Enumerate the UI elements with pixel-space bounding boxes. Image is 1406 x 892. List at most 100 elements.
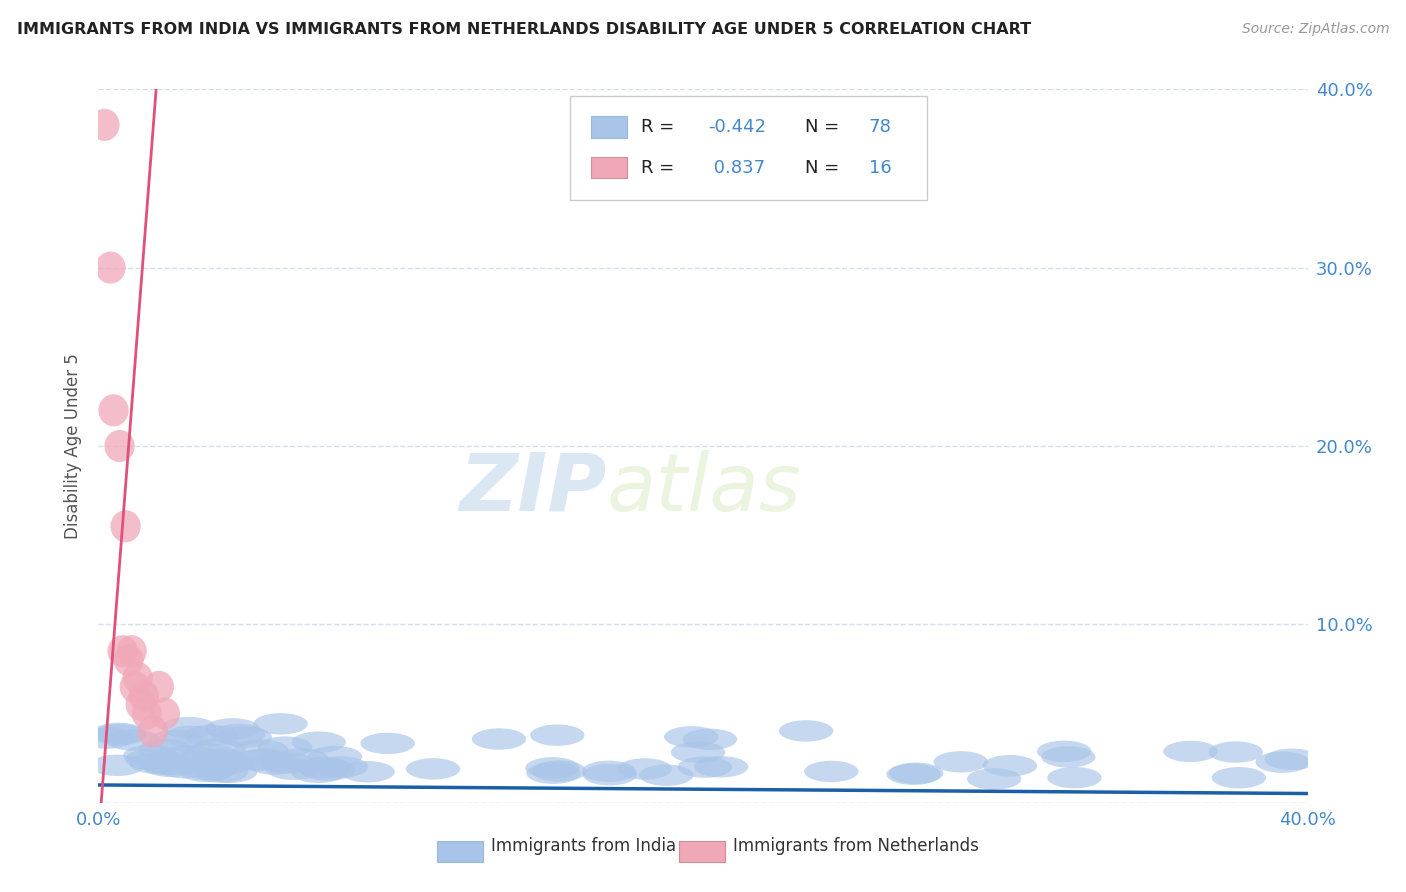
Ellipse shape <box>107 635 138 667</box>
Ellipse shape <box>233 739 288 761</box>
Ellipse shape <box>526 763 581 784</box>
Ellipse shape <box>695 756 748 778</box>
Ellipse shape <box>472 729 526 750</box>
Ellipse shape <box>184 724 238 746</box>
Ellipse shape <box>1264 748 1319 770</box>
Ellipse shape <box>291 762 346 783</box>
Text: ZIP: ZIP <box>458 450 606 528</box>
FancyBboxPatch shape <box>569 96 927 200</box>
Ellipse shape <box>138 739 193 760</box>
Ellipse shape <box>886 764 941 785</box>
Ellipse shape <box>804 761 859 782</box>
Text: 16: 16 <box>869 159 891 177</box>
Ellipse shape <box>640 764 693 786</box>
Ellipse shape <box>617 758 672 780</box>
Text: 78: 78 <box>869 118 891 136</box>
Ellipse shape <box>301 759 356 780</box>
Ellipse shape <box>983 755 1038 776</box>
Ellipse shape <box>406 758 460 780</box>
Ellipse shape <box>202 762 257 783</box>
Ellipse shape <box>231 749 285 771</box>
Text: N =: N = <box>804 159 839 177</box>
Ellipse shape <box>104 430 135 462</box>
Ellipse shape <box>125 689 156 721</box>
Ellipse shape <box>360 732 415 754</box>
Ellipse shape <box>967 768 1021 789</box>
Ellipse shape <box>1047 767 1102 789</box>
Ellipse shape <box>93 724 146 746</box>
Ellipse shape <box>236 748 291 770</box>
Ellipse shape <box>582 761 636 782</box>
Ellipse shape <box>297 756 352 778</box>
FancyBboxPatch shape <box>679 840 724 862</box>
Ellipse shape <box>200 753 253 774</box>
Ellipse shape <box>266 758 321 780</box>
Ellipse shape <box>533 760 586 781</box>
Ellipse shape <box>120 671 150 703</box>
Ellipse shape <box>105 730 160 751</box>
Ellipse shape <box>314 756 368 778</box>
FancyBboxPatch shape <box>591 157 627 178</box>
Ellipse shape <box>530 724 585 746</box>
Ellipse shape <box>91 723 146 744</box>
Ellipse shape <box>188 750 243 772</box>
Ellipse shape <box>132 698 162 730</box>
Ellipse shape <box>1036 740 1091 762</box>
Ellipse shape <box>125 748 180 770</box>
Ellipse shape <box>162 717 217 739</box>
Ellipse shape <box>247 754 301 775</box>
Ellipse shape <box>138 715 167 747</box>
Ellipse shape <box>671 741 725 763</box>
Ellipse shape <box>678 756 733 778</box>
Text: R =: R = <box>641 118 675 136</box>
FancyBboxPatch shape <box>437 840 482 862</box>
Ellipse shape <box>194 762 249 783</box>
FancyBboxPatch shape <box>591 116 627 137</box>
Y-axis label: Disability Age Under 5: Disability Age Under 5 <box>65 353 83 539</box>
Ellipse shape <box>143 756 197 777</box>
Ellipse shape <box>114 644 143 676</box>
Ellipse shape <box>1040 747 1095 768</box>
Ellipse shape <box>149 730 204 751</box>
Ellipse shape <box>934 751 988 772</box>
Ellipse shape <box>141 754 194 775</box>
Ellipse shape <box>179 761 233 782</box>
Ellipse shape <box>274 748 329 770</box>
Ellipse shape <box>1209 741 1263 763</box>
Ellipse shape <box>143 671 174 703</box>
Ellipse shape <box>291 731 346 753</box>
Text: Source: ZipAtlas.com: Source: ZipAtlas.com <box>1241 22 1389 37</box>
Ellipse shape <box>117 635 146 667</box>
Ellipse shape <box>1212 767 1265 789</box>
Ellipse shape <box>779 720 834 741</box>
Ellipse shape <box>80 727 135 748</box>
Text: N =: N = <box>804 118 839 136</box>
Ellipse shape <box>308 746 363 767</box>
Ellipse shape <box>166 750 219 772</box>
Text: IMMIGRANTS FROM INDIA VS IMMIGRANTS FROM NETHERLANDS DISABILITY AGE UNDER 5 CORR: IMMIGRANTS FROM INDIA VS IMMIGRANTS FROM… <box>17 22 1031 37</box>
Ellipse shape <box>183 758 236 780</box>
Ellipse shape <box>183 743 236 764</box>
Ellipse shape <box>111 510 141 542</box>
Ellipse shape <box>664 726 718 747</box>
Ellipse shape <box>163 726 218 747</box>
Text: atlas: atlas <box>606 450 801 528</box>
Text: Immigrants from India: Immigrants from India <box>492 837 676 855</box>
Ellipse shape <box>526 757 579 779</box>
Ellipse shape <box>194 748 247 770</box>
Ellipse shape <box>186 753 240 774</box>
Text: -0.442: -0.442 <box>707 118 766 136</box>
Ellipse shape <box>90 109 120 141</box>
Ellipse shape <box>257 737 312 758</box>
Ellipse shape <box>129 752 184 773</box>
Ellipse shape <box>253 713 308 734</box>
Ellipse shape <box>205 718 260 739</box>
Ellipse shape <box>211 723 266 745</box>
Text: Immigrants from Netherlands: Immigrants from Netherlands <box>734 837 979 855</box>
Ellipse shape <box>191 739 246 760</box>
Ellipse shape <box>124 745 177 766</box>
Ellipse shape <box>129 680 159 712</box>
Ellipse shape <box>218 726 273 747</box>
Ellipse shape <box>150 698 180 730</box>
Ellipse shape <box>889 763 943 784</box>
